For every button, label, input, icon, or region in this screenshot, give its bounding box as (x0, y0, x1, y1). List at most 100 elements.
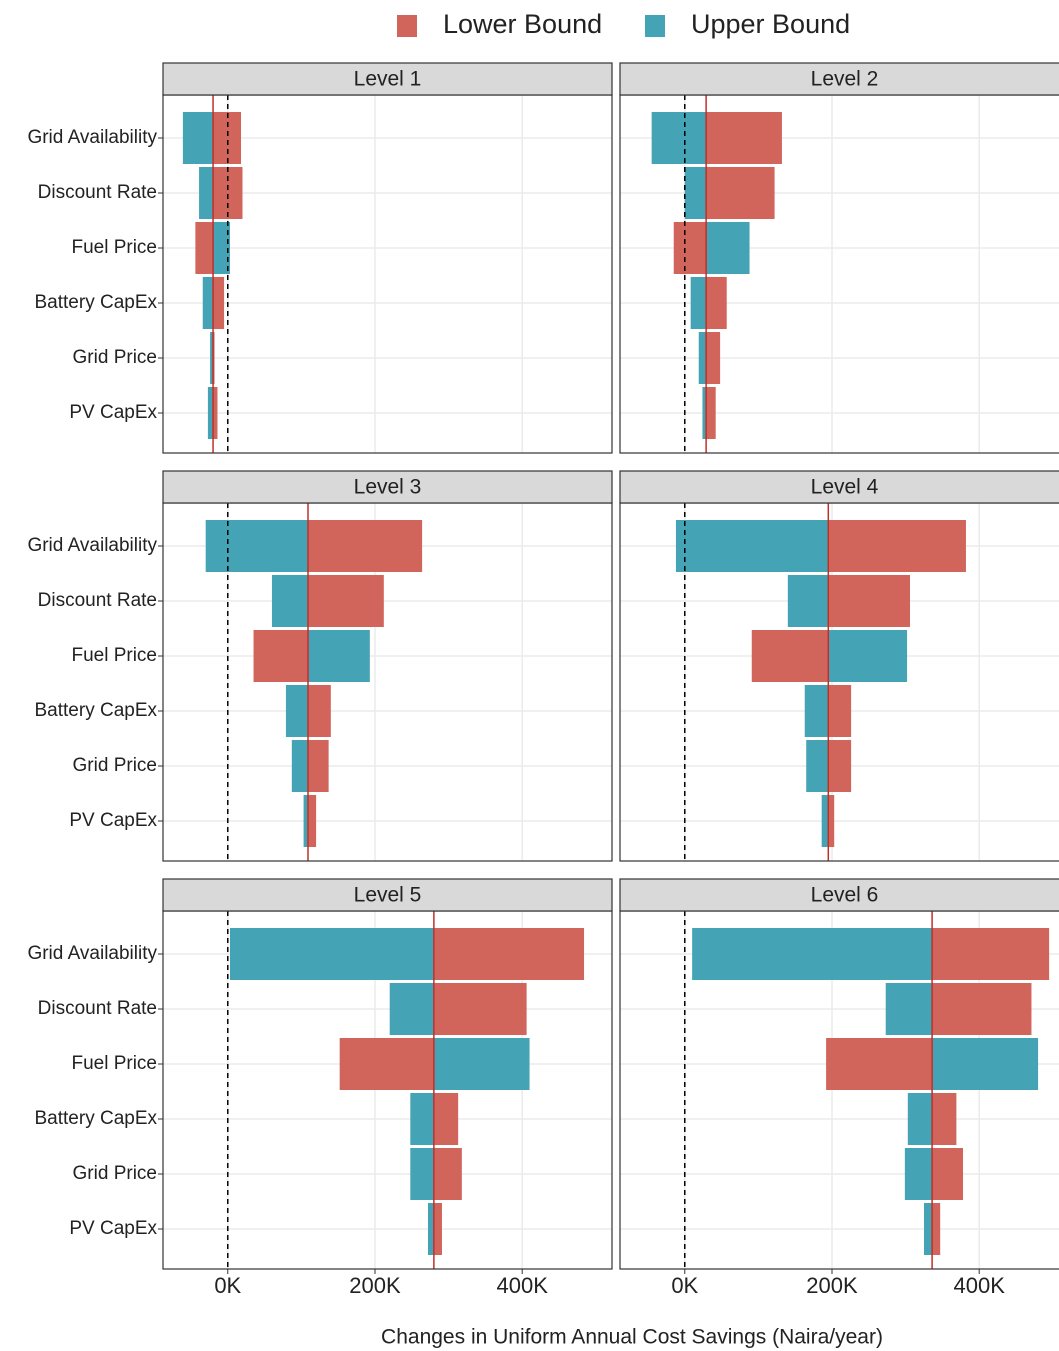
y-tick-label: Battery CapEx (35, 700, 158, 721)
bar (828, 740, 852, 792)
bar (389, 983, 434, 1035)
bar (433, 1093, 459, 1145)
bar (213, 277, 225, 329)
bar (692, 928, 933, 980)
y-tick-label: Fuel Price (71, 645, 157, 666)
bar (923, 1203, 933, 1255)
x-tick-label: 400K (954, 1273, 1006, 1298)
bar (702, 387, 707, 439)
bar (932, 928, 1050, 980)
bar (706, 332, 721, 384)
y-tick-label: Grid Price (73, 347, 157, 368)
bar (308, 795, 317, 847)
y-tick-label: Battery CapEx (35, 292, 158, 313)
bar (308, 740, 329, 792)
bar (229, 928, 434, 980)
bar (698, 332, 707, 384)
bar (308, 685, 331, 737)
facet-title: Level 4 (811, 476, 879, 499)
bar (828, 575, 911, 627)
bar (308, 630, 370, 682)
bar (182, 112, 214, 164)
bar (433, 983, 527, 1035)
bar (787, 575, 829, 627)
bar (907, 1093, 933, 1145)
bar (253, 630, 309, 682)
y-tick-label: Grid Availability (27, 943, 157, 964)
bar (271, 575, 309, 627)
y-tick-label: Grid Price (73, 1163, 157, 1184)
bar (427, 1203, 434, 1255)
facet-strip (162, 470, 613, 504)
bar (706, 167, 775, 219)
legend-label: Upper Bound (691, 9, 850, 39)
bar (828, 630, 908, 682)
bar (932, 1038, 1039, 1090)
bar (706, 222, 750, 274)
bar (213, 112, 242, 164)
bar (410, 1093, 434, 1145)
bar (651, 112, 707, 164)
bar (826, 1038, 933, 1090)
bar (673, 222, 707, 274)
bar (433, 1148, 462, 1200)
bar (433, 1203, 442, 1255)
bar (932, 983, 1032, 1035)
x-tick-label: 0K (671, 1273, 698, 1298)
bar (932, 1148, 964, 1200)
bar (213, 167, 243, 219)
bar (690, 277, 707, 329)
x-tick-label: 200K (806, 1273, 858, 1298)
facet-strip (619, 470, 1059, 504)
bar (339, 1038, 434, 1090)
bar (213, 387, 218, 439)
y-tick-label: Grid Price (73, 755, 157, 776)
bar (202, 277, 214, 329)
facet-title: Level 6 (811, 884, 879, 907)
bar (932, 1093, 957, 1145)
bar (706, 112, 782, 164)
bar (821, 795, 829, 847)
bar (706, 387, 716, 439)
x-tick-label: 200K (349, 1273, 401, 1298)
legend-swatch (397, 15, 417, 37)
bar (433, 1038, 530, 1090)
bar (828, 795, 835, 847)
bar (675, 520, 829, 572)
bar (433, 928, 585, 980)
bar (904, 1148, 933, 1200)
bar (285, 685, 309, 737)
bar (684, 167, 707, 219)
bar (751, 630, 829, 682)
y-tick-label: Fuel Price (71, 1053, 157, 1074)
facet-strip (162, 62, 613, 96)
bar (205, 520, 309, 572)
facet-strip (162, 878, 613, 912)
x-tick-label: 400K (497, 1273, 549, 1298)
x-tick-label: 0K (214, 1273, 241, 1298)
bar (828, 520, 966, 572)
y-tick-label: Battery CapEx (35, 1108, 158, 1129)
bar (932, 1203, 941, 1255)
facet-strip (619, 878, 1059, 912)
bar (885, 983, 933, 1035)
bar (706, 277, 727, 329)
bar (213, 222, 230, 274)
bar (308, 520, 423, 572)
facet-strip (619, 62, 1059, 96)
y-tick-label: PV CapEx (69, 1218, 157, 1239)
facet-title: Level 3 (354, 476, 422, 499)
facet-title: Level 5 (354, 884, 422, 907)
y-tick-label: Grid Availability (27, 127, 157, 148)
bar (210, 332, 214, 384)
bar (199, 167, 214, 219)
legend-swatch (645, 15, 665, 37)
bar (828, 685, 852, 737)
y-tick-label: Fuel Price (71, 237, 157, 258)
bar (410, 1148, 434, 1200)
facet-title: Level 1 (354, 68, 422, 91)
y-tick-label: PV CapEx (69, 402, 157, 423)
bar (207, 387, 214, 439)
y-tick-label: Discount Rate (38, 998, 157, 1019)
